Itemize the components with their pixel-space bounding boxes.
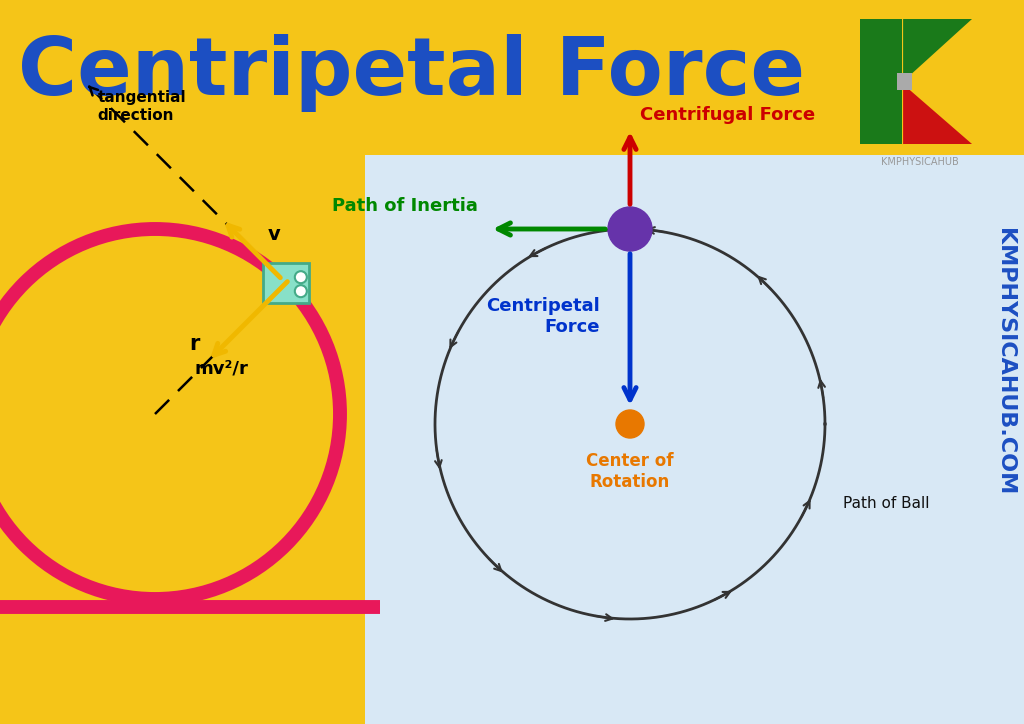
FancyBboxPatch shape bbox=[897, 73, 912, 90]
Circle shape bbox=[608, 207, 652, 251]
Text: Centrifugal Force: Centrifugal Force bbox=[640, 106, 815, 124]
Text: r: r bbox=[188, 334, 200, 354]
Polygon shape bbox=[903, 19, 972, 82]
Polygon shape bbox=[903, 84, 972, 144]
Circle shape bbox=[616, 410, 644, 438]
Circle shape bbox=[295, 272, 307, 283]
Text: Center of
Rotation: Center of Rotation bbox=[587, 452, 674, 491]
FancyBboxPatch shape bbox=[365, 155, 1024, 724]
Text: Path of Inertia: Path of Inertia bbox=[332, 197, 478, 215]
FancyBboxPatch shape bbox=[860, 19, 901, 144]
FancyBboxPatch shape bbox=[263, 264, 309, 303]
Text: Centripetal Force: Centripetal Force bbox=[18, 34, 805, 112]
Text: KMPHYSICAHUB: KMPHYSICAHUB bbox=[881, 157, 958, 167]
Text: Centripetal
Force: Centripetal Force bbox=[486, 297, 600, 336]
Text: v: v bbox=[267, 225, 281, 244]
Text: Path of Ball: Path of Ball bbox=[843, 497, 930, 511]
Text: KMPHYSICAHUB.COM: KMPHYSICAHUB.COM bbox=[995, 228, 1015, 496]
Circle shape bbox=[295, 285, 307, 297]
Text: mv²/r: mv²/r bbox=[195, 360, 248, 378]
Text: tangential
direction: tangential direction bbox=[98, 90, 186, 122]
